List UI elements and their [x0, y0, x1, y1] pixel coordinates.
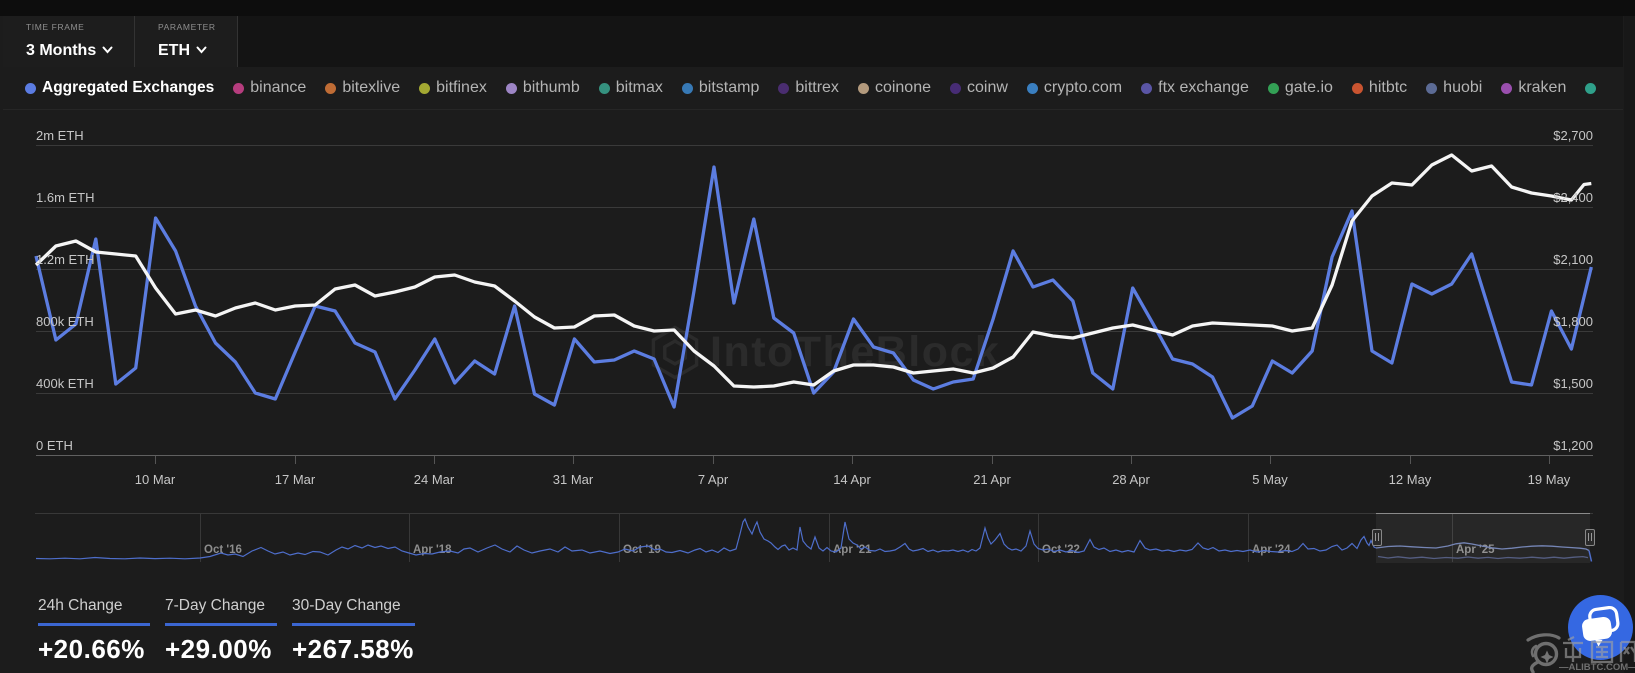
svg-text:—ALIBTC.COM—: —ALIBTC.COM— [1559, 662, 1635, 673]
